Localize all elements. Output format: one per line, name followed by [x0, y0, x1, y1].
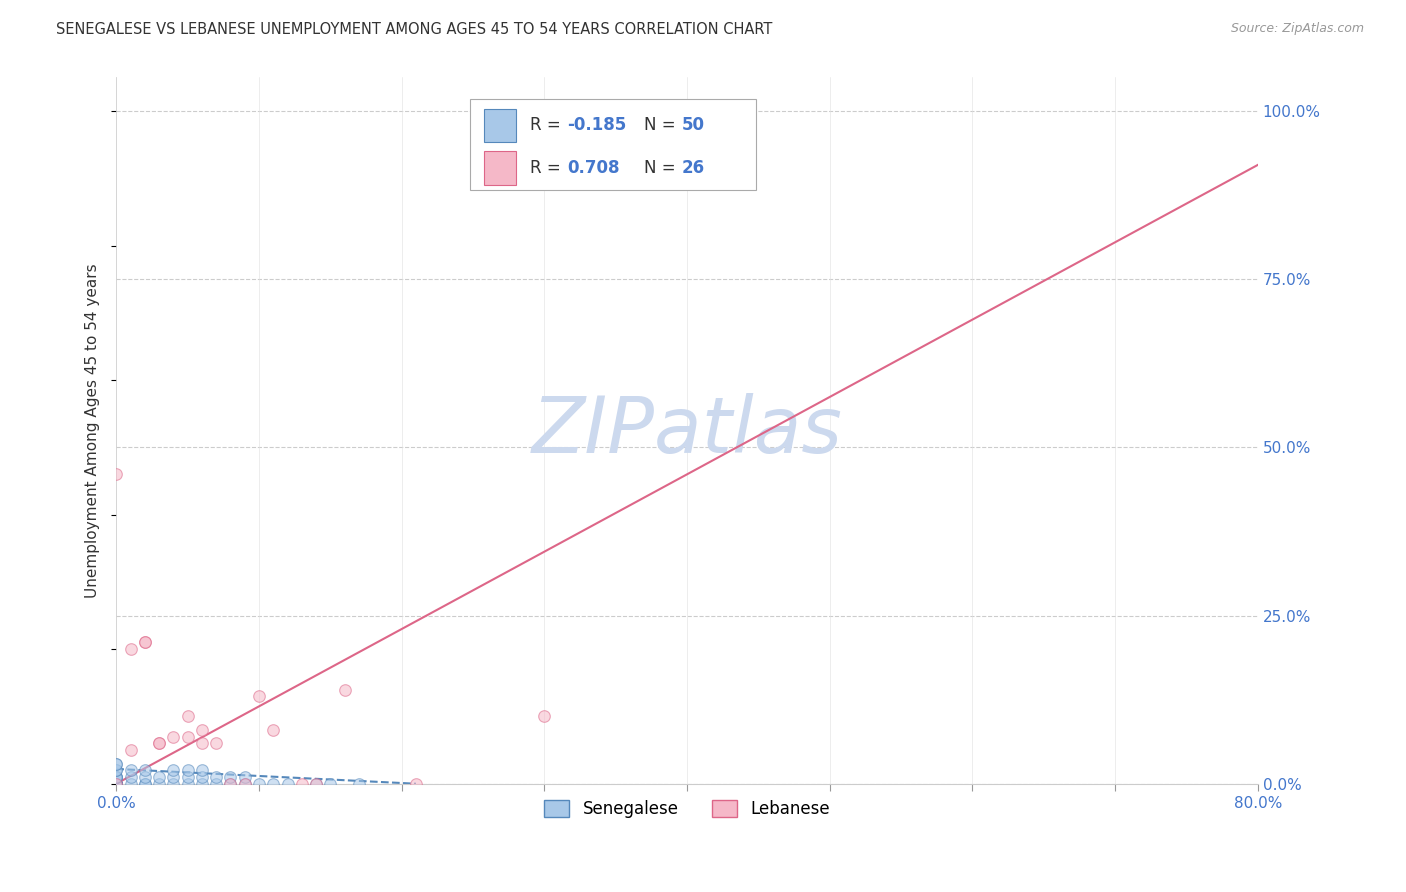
Point: [105, 777, 128, 791]
Point: [120, 642, 142, 657]
Point: [105, 467, 128, 482]
Point: [219, 770, 242, 784]
Point: [105, 777, 128, 791]
Point: [219, 777, 242, 791]
Point: [148, 736, 170, 750]
Point: [205, 770, 228, 784]
Point: [134, 764, 156, 778]
Text: N =: N =: [644, 159, 681, 177]
Point: [105, 770, 128, 784]
Point: [276, 777, 298, 791]
Point: [120, 743, 142, 757]
Point: [105, 756, 128, 771]
Point: [233, 777, 256, 791]
Text: R =: R =: [530, 159, 565, 177]
Point: [105, 777, 128, 791]
Point: [305, 777, 328, 791]
Text: SENEGALESE VS LEBANESE UNEMPLOYMENT AMONG AGES 45 TO 54 YEARS CORRELATION CHART: SENEGALESE VS LEBANESE UNEMPLOYMENT AMON…: [56, 22, 773, 37]
Point: [105, 777, 128, 791]
Text: R =: R =: [530, 117, 565, 135]
Point: [105, 777, 128, 791]
Point: [176, 777, 198, 791]
Text: Source: ZipAtlas.com: Source: ZipAtlas.com: [1230, 22, 1364, 36]
Point: [205, 777, 228, 791]
Point: [176, 730, 198, 744]
Point: [176, 770, 198, 784]
Point: [105, 756, 128, 771]
Point: [120, 764, 142, 778]
Point: [191, 764, 214, 778]
Point: [105, 764, 128, 778]
Point: [176, 709, 198, 723]
Point: [134, 777, 156, 791]
Point: [105, 764, 128, 778]
Point: [233, 777, 256, 791]
Point: [247, 777, 270, 791]
Text: ZIPatlas: ZIPatlas: [531, 392, 842, 468]
Point: [105, 777, 128, 791]
Point: [105, 777, 128, 791]
Point: [105, 777, 128, 791]
Point: [134, 770, 156, 784]
Legend: Senegalese, Lebanese: Senegalese, Lebanese: [537, 793, 837, 825]
Text: N =: N =: [644, 117, 681, 135]
Point: [319, 777, 342, 791]
FancyBboxPatch shape: [484, 151, 516, 185]
Point: [162, 770, 184, 784]
Point: [134, 635, 156, 649]
Point: [191, 777, 214, 791]
Text: -0.185: -0.185: [567, 117, 627, 135]
Point: [134, 777, 156, 791]
Point: [162, 777, 184, 791]
Point: [533, 709, 555, 723]
Point: [333, 682, 356, 697]
FancyBboxPatch shape: [470, 99, 755, 191]
Point: [105, 777, 128, 791]
Point: [105, 770, 128, 784]
Point: [120, 770, 142, 784]
Point: [191, 723, 214, 737]
Point: [120, 777, 142, 791]
Point: [105, 777, 128, 791]
Point: [176, 764, 198, 778]
Point: [405, 777, 427, 791]
Point: [191, 770, 214, 784]
Point: [262, 777, 284, 791]
Point: [105, 777, 128, 791]
Point: [262, 723, 284, 737]
Point: [148, 777, 170, 791]
Point: [291, 777, 314, 791]
Point: [205, 736, 228, 750]
Point: [105, 777, 128, 791]
Y-axis label: Unemployment Among Ages 45 to 54 years: Unemployment Among Ages 45 to 54 years: [86, 263, 100, 598]
Point: [191, 736, 214, 750]
Point: [305, 777, 328, 791]
Point: [247, 690, 270, 704]
FancyBboxPatch shape: [484, 109, 516, 143]
Point: [105, 770, 128, 784]
Point: [347, 777, 370, 791]
Point: [733, 104, 755, 119]
Text: 26: 26: [682, 159, 704, 177]
Point: [162, 764, 184, 778]
Point: [233, 770, 256, 784]
Point: [162, 730, 184, 744]
Point: [148, 736, 170, 750]
Point: [148, 770, 170, 784]
Text: 50: 50: [682, 117, 704, 135]
Point: [105, 777, 128, 791]
Point: [105, 770, 128, 784]
Text: 0.708: 0.708: [567, 159, 620, 177]
Point: [219, 777, 242, 791]
Point: [134, 635, 156, 649]
